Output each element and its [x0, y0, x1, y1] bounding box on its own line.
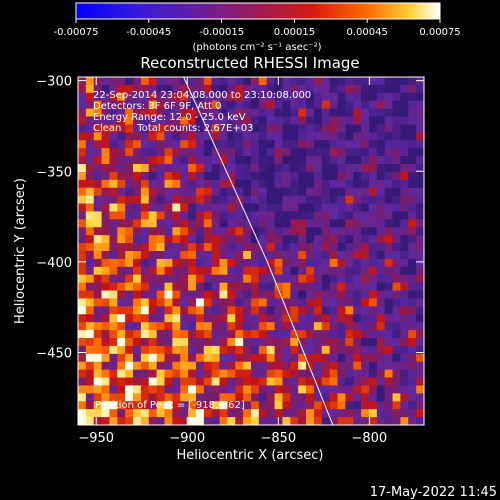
colorbar-tick-label: -0.00015 — [199, 27, 244, 38]
annotation-method: Clean Total counts: 2.67E+03 — [93, 123, 253, 134]
x-axis-label: Heliocentric X (arcsec) — [177, 448, 324, 463]
chart-title: Reconstructed RHESSI Image — [140, 54, 359, 72]
solar-limb-line — [183, 77, 334, 425]
y-axis-label: Heliocentric Y (arcsec) — [13, 178, 28, 324]
colorbar-tick-label: -0.00075 — [54, 27, 99, 38]
plot-frame — [77, 76, 425, 426]
heatmap-cells — [78, 77, 424, 425]
colorbar: -0.00075 -0.00045 -0.00015 0.00015 0.00045 0.… — [54, 2, 461, 53]
y-tick-label: −350 — [36, 165, 72, 180]
footer-timestamp: 17-May-2022 11:45 — [370, 485, 497, 500]
annotation-energy: Energy Range: 12.0 - 25.0 keV — [93, 112, 246, 123]
axis-ticks: −950 −900 −850 −800 −300 −350 −400 −450 — [36, 75, 424, 446]
x-tick-label: −900 — [169, 431, 205, 446]
annotation-detectors: Detectors: 3F 6F 9F, Att 0 — [93, 101, 221, 112]
colorbar-tick-label: -0.00045 — [126, 27, 171, 38]
colorbar-tick-label: 0.00045 — [347, 27, 388, 38]
colorbar-gradient — [75, 2, 441, 20]
colorbar-unit-label: (photons cm⁻² s⁻¹ asec⁻²) — [192, 42, 321, 53]
colorbar-tick-label: 0.00075 — [419, 27, 460, 38]
annotation-peak: Position of Peak = [-918,-462] — [95, 400, 245, 411]
y-tick-label: −450 — [36, 347, 72, 362]
heatmap-area — [78, 77, 424, 425]
x-tick-label: −800 — [352, 431, 388, 446]
plot-annotations: 22-Sep-2014 23:04:08.000 to 23:10:08.000… — [93, 90, 311, 411]
annotation-time: 22-Sep-2014 23:04:08.000 to 23:10:08.000 — [93, 90, 311, 101]
x-tick-label: −950 — [78, 431, 114, 446]
y-tick-label: −300 — [36, 75, 72, 90]
y-tick-label: −400 — [36, 256, 72, 271]
colorbar-tick-label: 0.00015 — [274, 27, 315, 38]
x-tick-label: −850 — [260, 431, 296, 446]
